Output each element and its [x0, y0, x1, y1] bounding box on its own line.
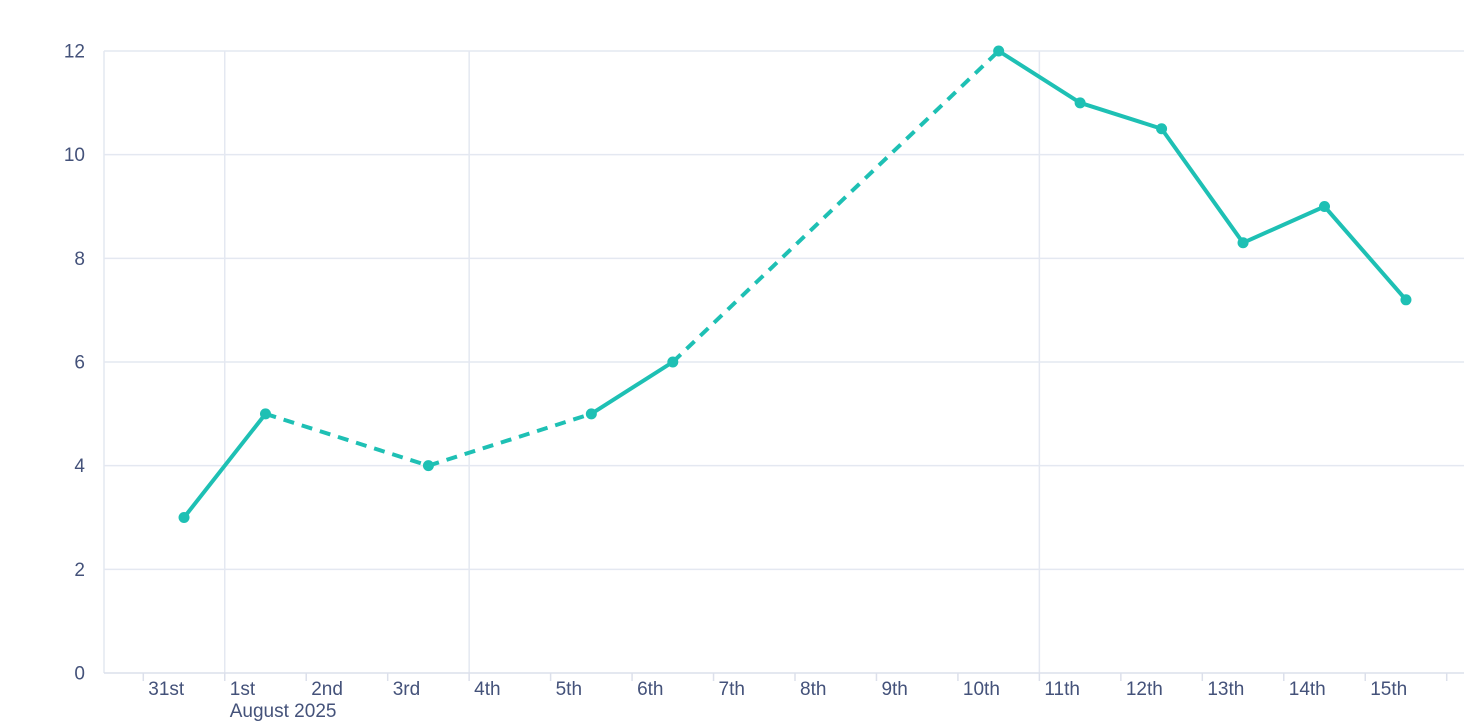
data-point-marker: [1237, 237, 1249, 249]
series-segment-solid: [996, 49, 1083, 105]
data-point-marker: [259, 408, 271, 420]
x-axis-label: 1st: [230, 679, 256, 700]
x-axis-label: 31st: [148, 679, 185, 700]
series-layer: [178, 45, 1412, 523]
data-point-marker: [1319, 201, 1331, 212]
line-chart: 0 2 4 6 8 10 12 31st 1st August 2025 2nd 3rd 4th 5th 6…: [40, 16, 1464, 726]
series-segment-solid: [589, 360, 675, 416]
grid-layer: [104, 50, 1464, 673]
x-axis-label: 6th: [637, 679, 663, 700]
axis-layer: [103, 51, 1464, 681]
y-axis-label: 10: [64, 145, 85, 166]
data-point-marker: [1400, 294, 1412, 306]
series-segment-solid: [1322, 204, 1408, 302]
x-axis-label: 10th: [963, 679, 1000, 700]
y-axis-label: 4: [74, 456, 85, 477]
y-axis-label: 0: [74, 664, 85, 685]
data-point-marker: [585, 408, 597, 420]
series-segment-dashed: [264, 411, 430, 468]
series-segment-solid: [1241, 204, 1327, 245]
data-point-marker: [667, 356, 679, 368]
month-label: August 2025: [230, 701, 337, 722]
x-axis-label: 9th: [881, 679, 907, 700]
x-axis-label: 2nd: [311, 679, 343, 700]
x-axis-label: 13th: [1207, 679, 1244, 700]
x-axis-label: 11th: [1044, 679, 1080, 700]
x-axis-label: 3rd: [393, 679, 420, 700]
series-segment-solid: [1159, 126, 1246, 245]
x-axis-label: 5th: [556, 679, 582, 700]
y-axis-label: 8: [74, 249, 85, 270]
data-point-marker: [178, 512, 190, 523]
y-axis-label: 6: [74, 353, 85, 374]
x-axis-label: 8th: [800, 679, 826, 700]
data-point-marker: [1074, 97, 1086, 109]
x-axis-label: 7th: [719, 679, 745, 700]
y-axis-label: 2: [74, 560, 85, 581]
y-axis-label: 12: [64, 42, 85, 63]
data-point-marker: [993, 45, 1005, 57]
series-segment-dashed: [671, 49, 1001, 364]
series-segment-solid: [1078, 100, 1164, 131]
x-axis-label: 15th: [1370, 679, 1407, 700]
x-axis-label: 12th: [1126, 679, 1163, 700]
data-point-marker: [422, 460, 434, 472]
series-segment-solid: [182, 411, 268, 520]
x-axis-label: 4th: [474, 679, 500, 700]
x-axis-label: 14th: [1289, 679, 1326, 700]
data-point-marker: [1156, 123, 1168, 135]
series-segment-dashed: [427, 411, 592, 468]
